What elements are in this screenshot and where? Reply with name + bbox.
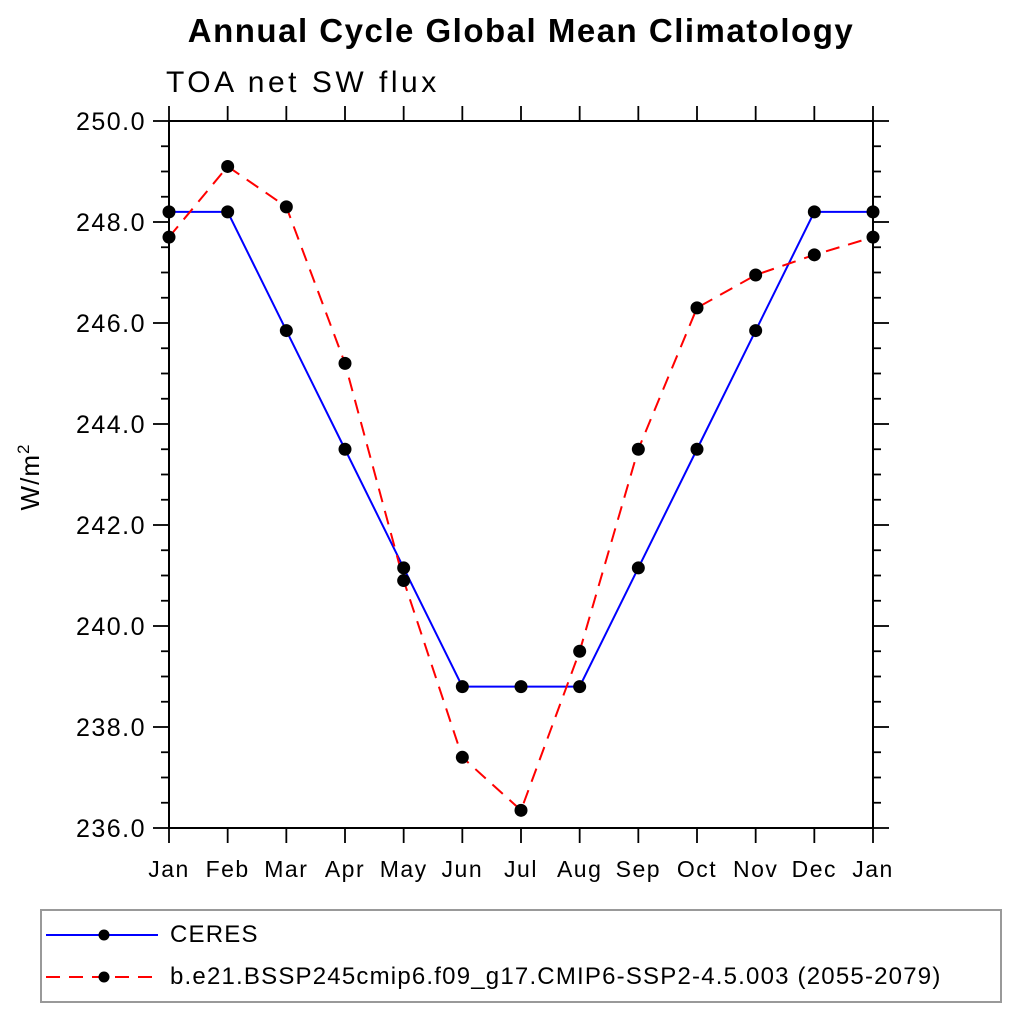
legend-label-ceres: CERES xyxy=(170,921,259,948)
x-tick-label: Oct xyxy=(677,856,717,882)
data-point-series-0 xyxy=(221,205,235,219)
data-point-series-0 xyxy=(397,561,411,575)
data-point-series-1 xyxy=(455,750,469,764)
data-point-series-0 xyxy=(514,680,528,694)
data-point-series-1 xyxy=(221,159,235,173)
data-point-series-1 xyxy=(690,301,704,315)
data-point-series-1 xyxy=(279,200,293,214)
y-tick-label: 238.0 xyxy=(76,714,146,742)
data-point-series-0 xyxy=(749,324,763,338)
series-line-0 xyxy=(169,210,873,688)
x-tick-label: Jan xyxy=(148,856,190,882)
legend-sample-solid-line xyxy=(46,929,158,941)
data-point-series-1 xyxy=(397,574,411,588)
data-point-series-0 xyxy=(573,680,587,694)
data-point-series-1 xyxy=(514,803,528,817)
data-point-series-0 xyxy=(455,680,469,694)
y-tick-label: 250.0 xyxy=(76,108,146,136)
legend-sample-dashed-line xyxy=(46,971,158,983)
chart-title: Annual Cycle Global Mean Climatology xyxy=(187,12,855,49)
data-point-series-1 xyxy=(631,442,645,456)
y-tick-label: 242.0 xyxy=(76,512,146,540)
y-tick-label: 240.0 xyxy=(76,613,146,641)
data-point-series-0 xyxy=(338,442,352,456)
data-point-series-1 xyxy=(162,230,176,244)
x-tick-label: Jun xyxy=(442,856,484,882)
legend-item-ceres: CERES xyxy=(42,915,1000,955)
data-point-series-1 xyxy=(807,248,821,262)
x-tick-label: Feb xyxy=(206,856,250,882)
x-tick-label: Aug xyxy=(557,856,602,882)
x-tick-label: Jul xyxy=(504,856,538,882)
x-tick-label: Nov xyxy=(733,856,778,882)
x-tick-label: Sep xyxy=(616,856,661,882)
y-tick-label: 244.0 xyxy=(76,411,146,439)
data-point-series-1 xyxy=(573,644,587,658)
y-tick-label: 236.0 xyxy=(76,815,146,843)
legend-box: CERES b.e21.BSSP245cmip6.f09_g17.CMIP6-S… xyxy=(40,909,1002,1003)
plot-border xyxy=(168,120,874,829)
data-point-series-0 xyxy=(866,205,880,219)
series-line-1 xyxy=(168,165,874,813)
data-point-series-0 xyxy=(279,324,293,338)
legend-item-model: b.e21.BSSP245cmip6.f09_g17.CMIP6-SSP2-4.… xyxy=(42,957,1000,997)
x-tick-label: Jan xyxy=(852,856,894,882)
x-tick-label: May xyxy=(380,856,428,882)
chart-subtitle: TOA net SW flux xyxy=(166,66,440,99)
legend-marker-dot xyxy=(98,929,110,941)
x-tick-label: Mar xyxy=(264,856,308,882)
data-point-series-1 xyxy=(866,230,880,244)
data-point-series-0 xyxy=(690,442,704,456)
data-point-series-0 xyxy=(807,205,821,219)
data-point-series-1 xyxy=(338,356,352,370)
data-point-series-0 xyxy=(631,561,645,575)
x-tick-label: Apr xyxy=(325,856,365,882)
x-tick-label: Dec xyxy=(792,856,837,882)
legend-label-model: b.e21.BSSP245cmip6.f09_g17.CMIP6-SSP2-4.… xyxy=(170,963,942,990)
legend-marker-dot xyxy=(98,971,110,983)
data-point-series-1 xyxy=(749,268,763,282)
data-point-series-0 xyxy=(162,205,176,219)
y-tick-label: 248.0 xyxy=(76,209,146,237)
y-tick-label: 246.0 xyxy=(76,310,146,338)
